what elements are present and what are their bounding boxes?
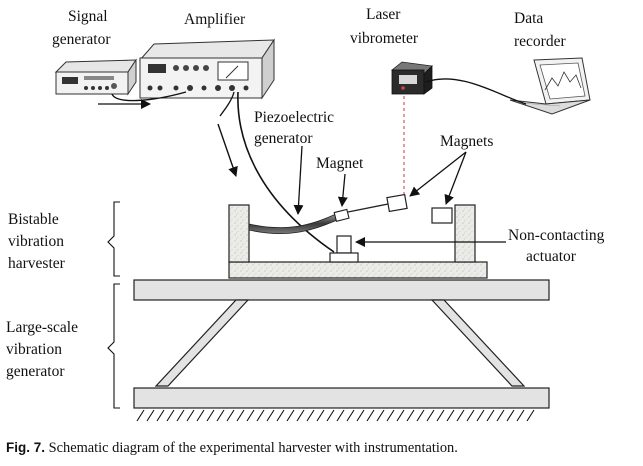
signal-cable — [98, 91, 187, 109]
label-amplifier: Amplifier — [184, 11, 246, 28]
caption-text: Schematic diagram of the experimental ha… — [45, 440, 458, 456]
amplifier-output-cables — [217, 91, 335, 253]
tip-arm — [347, 203, 389, 213]
tip-magnet — [333, 208, 350, 222]
label-piezoelectric-generator: Piezoelectric generator — [254, 109, 338, 147]
fixed-magnet — [431, 207, 453, 224]
signal-generator-icon — [54, 58, 137, 96]
amplifier-icon — [138, 38, 275, 100]
label-large-scale-generator: Large-scale vibration generator — [6, 319, 82, 380]
leader-lines — [293, 145, 506, 247]
brace-large-scale — [107, 283, 120, 409]
label-laser-vibrometer: Laser vibrometer — [350, 6, 419, 47]
data-cable — [425, 78, 527, 105]
label-magnets: Magnets — [440, 133, 493, 150]
label-non-contacting-actuator: Non-contacting actuator — [508, 227, 608, 265]
non-contacting-actuator — [329, 235, 359, 263]
label-magnet: Magnet — [316, 155, 364, 172]
large-scale-generator — [133, 279, 550, 409]
figure-caption: Fig. 7. Schematic diagram of the experim… — [6, 440, 638, 457]
caption-label: Fig. 7. — [6, 440, 46, 455]
label-signal-generator: Signal generator — [52, 8, 112, 48]
piezoelectric-beam — [248, 213, 338, 235]
label-data-recorder: Data recorder — [514, 10, 566, 50]
laser-vibrometer-icon — [391, 61, 433, 95]
label-bistable-harvester: Bistable vibration harvester — [8, 211, 68, 272]
arm-magnet — [386, 193, 408, 213]
brace-bistable — [107, 201, 120, 277]
harvester-frame — [228, 204, 488, 279]
laptop-icon — [509, 57, 591, 115]
ground-hatch-icon — [136, 409, 535, 422]
